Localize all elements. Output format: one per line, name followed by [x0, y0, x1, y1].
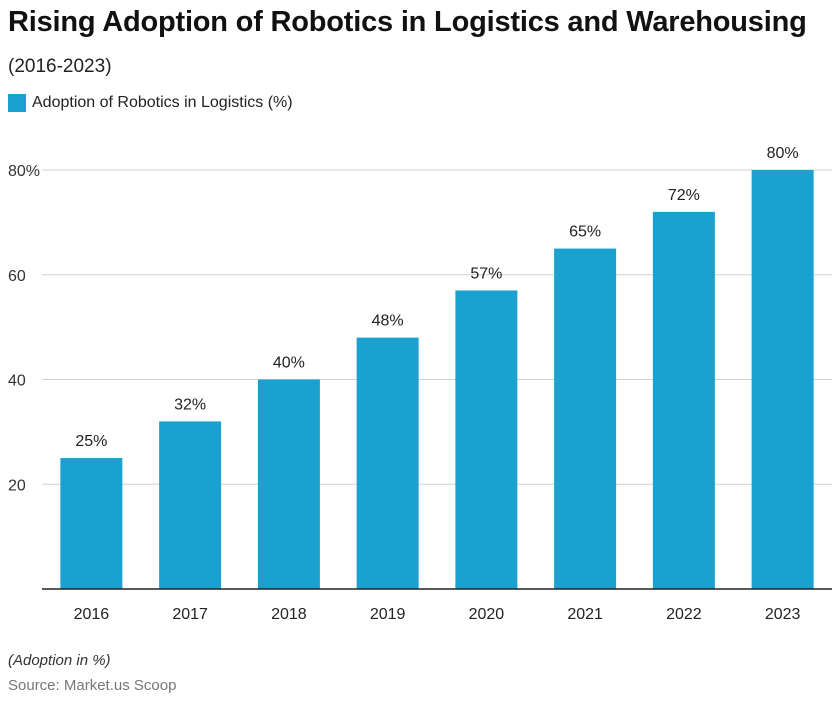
x-tick-label: 2019 [370, 606, 406, 623]
legend: Adoption of Robotics in Logistics (%) [8, 94, 293, 112]
data-label: 57% [470, 265, 502, 282]
data-label: 32% [174, 396, 206, 413]
x-tick-label: 2020 [469, 606, 505, 623]
legend-label: Adoption of Robotics in Logistics (%) [32, 94, 293, 111]
bar [554, 248, 617, 589]
legend-swatch [8, 94, 26, 112]
y-tick-label: 40 [8, 373, 26, 390]
bar [751, 170, 814, 589]
y-tick-label: 20 [8, 477, 26, 494]
bar [356, 337, 419, 589]
bar-chart: 20 40 60 80% 25% 2016 32% 2017 40% 2018 48% 2019 57%… [8, 145, 832, 623]
bar [455, 290, 518, 589]
data-label: 48% [372, 313, 404, 330]
data-label: 80% [767, 145, 799, 162]
x-tick-label: 2021 [567, 606, 603, 623]
bar [652, 211, 715, 589]
x-tick-label: 2022 [666, 606, 702, 623]
bar [60, 458, 123, 589]
data-label: 65% [569, 224, 601, 241]
x-tick-label: 2016 [74, 606, 110, 623]
chart-title: Rising Adoption of Robotics in Logistics… [8, 6, 807, 38]
data-label: 25% [75, 433, 107, 450]
source-note: Source: Market.us Scoop [8, 677, 177, 694]
bar [159, 421, 222, 589]
x-tick-label: 2023 [765, 606, 801, 623]
data-label: 40% [273, 355, 305, 372]
footnote: (Adoption in %) [8, 652, 111, 669]
y-tick-label: 60 [8, 268, 26, 285]
y-tick-label: 80% [8, 163, 40, 180]
x-tick-label: 2018 [271, 606, 307, 623]
data-label: 72% [668, 187, 700, 204]
bar [257, 379, 320, 589]
x-tick-label: 2017 [172, 606, 208, 623]
chart-subtitle: (2016-2023) [8, 56, 112, 77]
